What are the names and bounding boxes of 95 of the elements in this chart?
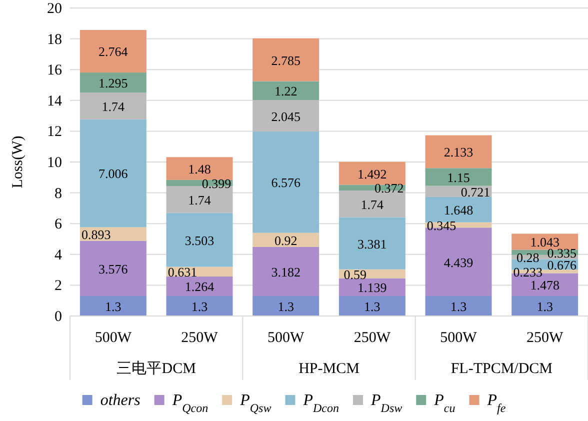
data-label: 1.74 — [188, 192, 212, 208]
y-tick-label: 20 — [47, 1, 62, 17]
data-label: 1.264 — [184, 279, 215, 294]
data-label: 0.233 — [513, 264, 542, 280]
legend-label: P$_{Dcon}$ — [302, 392, 339, 415]
bar — [425, 135, 492, 168]
bar — [252, 81, 320, 100]
y-tick-label: 18 — [47, 32, 62, 48]
y-tick-label: 10 — [47, 155, 62, 171]
bar — [338, 162, 406, 185]
bar — [80, 119, 146, 228]
x-tick-label: 250W — [354, 330, 392, 346]
bar — [80, 72, 146, 92]
x-tick-label: 500W — [440, 330, 478, 346]
legend-label: P$_{cu}$ — [433, 392, 456, 415]
data-label: 3.576 — [98, 261, 128, 276]
data-label: 2.785 — [271, 52, 300, 68]
data-label: 2.045 — [271, 108, 300, 124]
data-label: 1.3 — [536, 298, 553, 314]
data-label: 0.676 — [547, 257, 577, 272]
bar — [252, 232, 320, 247]
x-tick-label: 250W — [181, 330, 219, 346]
data-label: 1.3 — [278, 298, 294, 314]
legend-label: P$_{Qcon}$ — [171, 392, 208, 415]
data-label: 1.3 — [191, 298, 208, 314]
text: HP-MCM — [298, 361, 360, 377]
legend-label: others — [100, 392, 140, 409]
legend-label: P$_{fe}$ — [486, 392, 506, 415]
data-label: 3.381 — [358, 236, 387, 252]
data-label: 1.22 — [274, 84, 298, 99]
text: 三电平DCM — [116, 360, 196, 377]
bar — [80, 240, 146, 296]
y-tick-label: 6 — [54, 216, 62, 233]
data-label: 1.492 — [358, 166, 387, 182]
data-label: 2.764 — [98, 44, 128, 60]
y-axis-title: Loss(W) — [10, 136, 26, 188]
bar — [338, 217, 406, 270]
data-label: 1.3 — [364, 298, 380, 314]
data-label: 3.503 — [184, 232, 214, 248]
data-label: 1.15 — [447, 170, 470, 185]
data-label: 1.295 — [98, 75, 128, 90]
data-label: 7.006 — [98, 166, 128, 182]
y-tick-label: 2 — [54, 278, 62, 294]
y-tick-label: 8 — [54, 186, 62, 202]
bar — [252, 296, 320, 316]
data-label: 1.478 — [530, 278, 560, 293]
data-label: 0.631 — [168, 264, 198, 280]
data-label: 1.48 — [188, 162, 211, 177]
y-tick-label: 12 — [47, 124, 62, 140]
bar — [252, 38, 320, 82]
data-label: 0.345 — [426, 218, 456, 233]
data-label: 0.28 — [516, 250, 540, 266]
data-label: 1.043 — [530, 234, 560, 250]
bar — [252, 246, 320, 296]
bar — [338, 296, 406, 316]
data-label: 3.182 — [271, 264, 300, 280]
data-label: 0.59 — [344, 266, 367, 282]
data-label: 1.648 — [444, 202, 474, 218]
data-label: 1.74 — [360, 196, 384, 212]
text: FL-TPCM/DCM — [450, 361, 553, 377]
legend-label: P$_{Qsw}$ — [239, 392, 272, 415]
x-tick-label: 250W — [526, 330, 564, 346]
bar — [166, 212, 233, 267]
data-label: 0.92 — [274, 232, 298, 248]
bar — [80, 92, 146, 120]
y-tick-label: 14 — [47, 93, 62, 110]
y-tick-label: 16 — [47, 62, 62, 79]
bar — [166, 296, 233, 316]
bar — [425, 196, 492, 222]
bar — [166, 276, 233, 296]
data-label: 2.133 — [444, 144, 474, 160]
data-label: 1.3 — [105, 298, 122, 314]
bar — [166, 157, 233, 180]
bar — [80, 296, 146, 316]
bar — [80, 30, 146, 73]
data-label: 0.372 — [374, 180, 404, 196]
data-label: 1.3 — [450, 298, 467, 314]
bar — [252, 132, 320, 233]
bar — [512, 296, 578, 316]
data-label: 0.721 — [460, 184, 490, 200]
data-label: 1.139 — [358, 280, 387, 296]
legend-label: P$_{Dsw}$ — [370, 392, 402, 415]
bar — [425, 296, 492, 316]
y-tick-label: 4 — [54, 247, 62, 264]
bar — [338, 278, 406, 296]
data-label: 1.74 — [102, 98, 126, 114]
x-tick-label: 500W — [94, 330, 132, 346]
data-label: 0.399 — [202, 176, 232, 191]
data-label: 6.576 — [271, 175, 301, 190]
x-tick-label: 500W — [267, 330, 305, 346]
data-label: 4.439 — [444, 254, 474, 270]
data-label: 0.893 — [82, 227, 111, 242]
y-tick-label: 0 — [54, 309, 62, 325]
bar — [425, 168, 492, 186]
bar — [252, 100, 320, 132]
